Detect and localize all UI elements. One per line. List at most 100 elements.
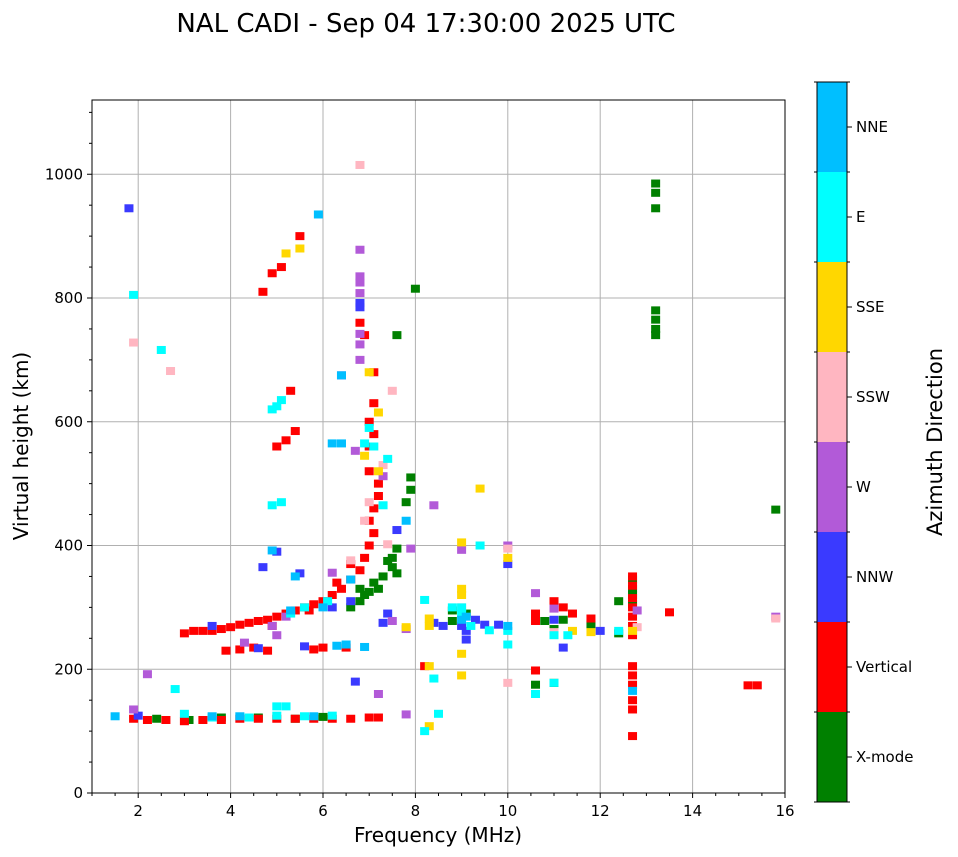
echo-point-e (457, 609, 467, 618)
echo-point-vertical (628, 705, 638, 714)
echo-point-vertical (369, 399, 379, 408)
echo-point-nnw (207, 621, 217, 630)
echo-point-vertical (549, 597, 559, 606)
colorbar-label: Vertical (856, 658, 912, 676)
echo-point-w (355, 272, 365, 281)
echo-point-vertical (235, 645, 245, 654)
echo-point-e (614, 626, 624, 635)
echo-point-vertical (235, 620, 245, 629)
echo-point-e (244, 713, 254, 722)
echo-point-nnw (480, 620, 490, 629)
echo-point-nne (336, 371, 346, 380)
echo-point-e (383, 454, 393, 463)
echo-point-w (129, 705, 139, 714)
echo-point-vertical (364, 417, 374, 426)
echo-point-e (378, 501, 388, 510)
colorbar-label: NNE (856, 118, 888, 136)
echo-point-vertical (263, 646, 273, 655)
echo-point-e (327, 711, 337, 720)
echo-point-e (300, 603, 310, 612)
echo-point-nne (457, 615, 467, 624)
echo-point-vertical (369, 504, 379, 513)
echo-point-vertical (752, 681, 762, 690)
echo-point-vertical (290, 714, 300, 723)
echo-point-vertical (258, 287, 268, 296)
x-tick-label: 2 (133, 802, 143, 820)
echo-point-x-mode (392, 569, 402, 578)
echo-point-ssw (364, 498, 374, 507)
echo-point-ssw (378, 461, 388, 470)
colorbar-segment (817, 82, 847, 172)
colorbar-segment (817, 622, 847, 712)
echo-point-x-mode (383, 556, 393, 565)
echo-point-vertical (276, 263, 286, 272)
echo-point-vertical (628, 581, 638, 590)
echo-point-e (549, 631, 559, 640)
echo-point-vertical (567, 609, 577, 618)
echo-point-w (355, 278, 365, 287)
colorbar: X-mode Vertical NNW W SSW SSE E NNE (814, 81, 913, 803)
echo-point-sse (457, 649, 467, 658)
echo-point-vertical (628, 732, 638, 741)
echo-point-x-mode (152, 714, 162, 723)
echo-point-vertical (369, 430, 379, 439)
echo-point-x-mode (586, 620, 596, 629)
x-tick-label: 8 (411, 802, 421, 820)
echo-point-nne (207, 712, 217, 721)
echo-point-nnw (503, 560, 513, 569)
echo-point-w (355, 329, 365, 338)
echo-point-nne (318, 603, 328, 612)
echo-point-w (281, 612, 291, 621)
echo-point-x-mode (401, 498, 411, 507)
echo-point-nnw (258, 563, 268, 572)
echo-point-x-mode (651, 324, 661, 333)
echo-point-e (267, 501, 277, 510)
echo-point-vertical (360, 331, 370, 340)
echo-point-x-mode (540, 616, 550, 625)
y-tick-label: 800 (54, 289, 83, 307)
echo-point-x-mode (346, 603, 356, 612)
echo-point-w (632, 606, 642, 615)
echo-point-sse (457, 584, 467, 593)
echo-point-vertical (216, 715, 226, 724)
echo-point-vertical (216, 625, 226, 634)
echo-point-vertical (198, 626, 208, 635)
chart-title: NAL CADI - Sep 04 17:30:00 2025 UTC (176, 9, 675, 39)
echo-point-vertical (628, 603, 638, 612)
echo-point-sse (567, 626, 577, 635)
echo-point-w (239, 638, 249, 647)
y-tick-label: 600 (54, 413, 83, 431)
echo-point-vertical (364, 713, 374, 722)
echo-point-sse (364, 368, 374, 377)
echo-point-sse (586, 628, 596, 637)
echo-point-e (369, 442, 379, 451)
echo-point-ssw (503, 678, 513, 687)
x-axis-label: Frequency (MHz) (354, 823, 522, 847)
echo-point-nnw (346, 597, 356, 606)
echo-point-x-mode (364, 587, 374, 596)
echo-point-vertical (142, 715, 152, 724)
echo-point-nne (461, 612, 471, 621)
colorbar-segment (817, 352, 847, 442)
grid (92, 100, 786, 794)
echo-point-e (272, 702, 282, 711)
echo-point-vertical (336, 584, 346, 593)
echo-point-vertical (628, 662, 638, 671)
echo-point-nne (327, 439, 337, 448)
echo-point-nne (286, 606, 296, 615)
echo-point-w (355, 340, 365, 349)
echo-point-ssw (355, 160, 365, 169)
echo-point-vertical (628, 612, 638, 621)
colorbar-label: SSW (856, 388, 890, 406)
echo-point-x-mode (373, 584, 383, 593)
echo-point-vertical (369, 529, 379, 538)
echo-point-e (466, 621, 476, 630)
echo-point-e (276, 396, 286, 405)
echo-point-nnw (494, 620, 504, 629)
echo-point-ssw (632, 623, 642, 632)
echo-point-x-mode (406, 473, 416, 482)
echo-point-nnw (133, 711, 143, 720)
echo-point-vertical (318, 643, 328, 652)
echo-point-nne (401, 516, 411, 525)
